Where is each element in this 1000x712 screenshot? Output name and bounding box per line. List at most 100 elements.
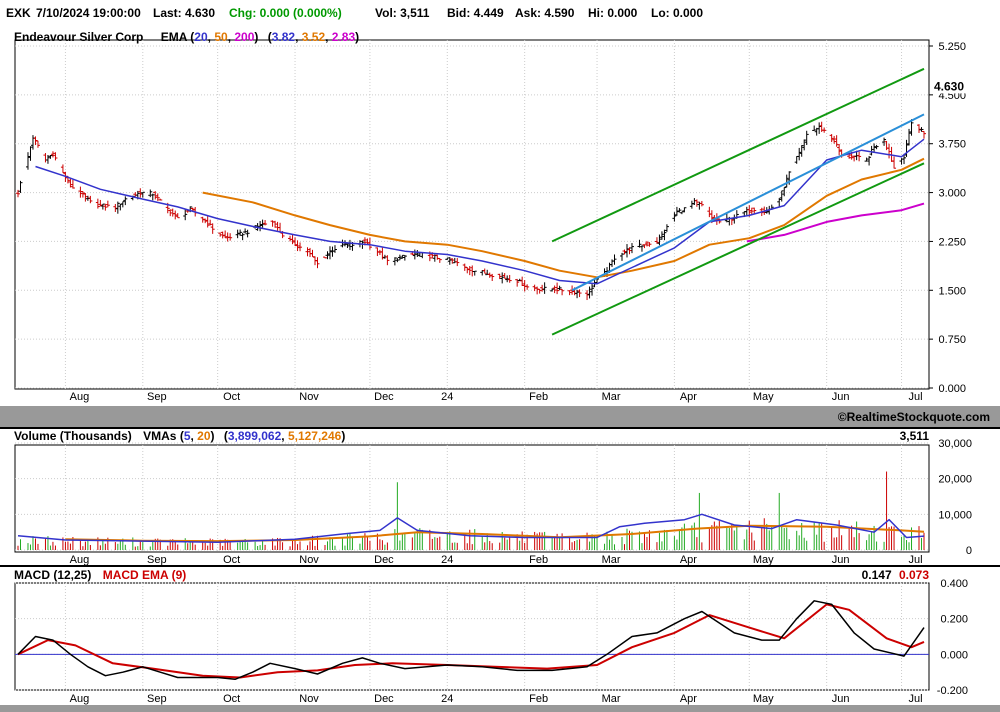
ohlc-bar <box>60 164 65 174</box>
ohlc-bar <box>465 267 470 274</box>
marks-layer <box>15 67 929 681</box>
vma-label: VMAs <box>143 429 177 443</box>
ohlc-bar <box>644 240 649 247</box>
channel-mid-trendline <box>571 113 925 292</box>
ohlc-bar <box>123 196 128 206</box>
ohlc-bar <box>315 257 320 269</box>
ema-value-20: 3.82 <box>272 30 296 44</box>
x-tick-label: Jul <box>909 554 923 566</box>
x-tick-label: Mar <box>602 554 621 566</box>
ema-period-50: 50 <box>214 30 228 44</box>
ema-20-line <box>35 138 925 285</box>
x-tick-label: Aug <box>70 693 90 705</box>
ohlc-bar <box>228 233 233 241</box>
ohlc-bar <box>203 218 208 224</box>
ohlc-bar <box>48 155 53 159</box>
ohlc-bar <box>220 231 225 239</box>
quote-symbol: EXK <box>6 6 31 20</box>
y-tick-label: 0.000 <box>938 383 966 395</box>
ohlc-bar <box>120 201 125 208</box>
ohlc-bar <box>804 130 809 145</box>
ema-value-200: 2.83 <box>332 30 356 44</box>
ohlc-bar <box>627 247 632 255</box>
vma-value-20: 5,127,246 <box>288 429 342 443</box>
x-tick-label: May <box>753 693 774 705</box>
x-tick-label: Apr <box>680 391 697 403</box>
ohlc-bar <box>654 237 659 244</box>
last-price-box <box>931 79 999 94</box>
y-tick-label: 3.750 <box>938 139 966 151</box>
ohlc-bar <box>397 254 402 261</box>
ohlc-bar <box>153 191 158 200</box>
x-tick-label: Jun <box>832 391 850 403</box>
ohlc-bar <box>98 199 103 207</box>
ohlc-bar <box>777 197 782 207</box>
ohlc-bar <box>208 219 213 226</box>
ohlc-bar <box>45 154 50 164</box>
separator-line <box>0 427 1000 429</box>
ohlc-bar <box>567 290 572 296</box>
ohlc-bar <box>657 234 662 246</box>
comma: , <box>191 429 198 443</box>
price-legend: Endeavour Silver Corp EMA (20, 50, 200) … <box>14 30 359 44</box>
ohlc-bar <box>629 243 634 254</box>
ohlc-bar <box>70 179 75 189</box>
x-tick-label: 24 <box>441 693 453 705</box>
ohlc-bar <box>517 278 522 282</box>
ohlc-bar <box>882 137 887 146</box>
ohlc-bar <box>919 127 924 132</box>
channel-lower-line <box>551 162 925 336</box>
ema-period-20: 20 <box>194 30 208 44</box>
ohlc-bar <box>525 284 530 290</box>
price-title: Endeavour Silver Corp <box>14 30 143 44</box>
quote-low: Lo: 0.000 <box>651 6 704 20</box>
ema-label: EMA <box>161 30 188 44</box>
ohlc-bar <box>542 282 547 294</box>
ohlc-bar <box>557 285 562 291</box>
ohlc-bar <box>752 207 757 214</box>
ohlc-bar <box>402 255 407 261</box>
ohlc-bar <box>577 289 582 298</box>
macd-panel-frame <box>14 582 930 691</box>
ohlc-bar <box>779 190 784 202</box>
ohlc-bar <box>183 209 188 221</box>
ohlc-bar <box>622 249 627 255</box>
x-tick-label: Jul <box>909 693 923 705</box>
x-tick-label: Dec <box>374 693 394 705</box>
ohlc-bar <box>450 258 455 264</box>
ohlc-bar <box>155 193 160 201</box>
y-tick-label: 2.250 <box>938 236 966 248</box>
ohlc-bar <box>812 125 817 131</box>
macd-signal-title: MACD EMA (9) <box>103 568 187 582</box>
ohlc-bar <box>148 189 153 198</box>
x-tick-label: Sep <box>147 693 167 705</box>
ohlc-bar <box>100 203 105 210</box>
ohlc-bar <box>78 186 83 198</box>
ohlc-bar <box>585 290 590 301</box>
macd-signal-current-value: 0.073 <box>899 568 929 582</box>
ohlc-bar <box>400 254 405 259</box>
paren-open: ( <box>224 429 228 443</box>
ohlc-bar <box>784 174 789 188</box>
y-tick-label: 0 <box>966 545 972 557</box>
ohlc-bar <box>664 224 669 232</box>
vma-5-line <box>17 513 925 543</box>
ohlc-bar <box>497 273 502 280</box>
ohlc-bar <box>150 193 155 201</box>
ohlc-bar <box>620 252 624 261</box>
ohlc-bar <box>105 200 110 208</box>
y-tick-label: 10,000 <box>938 509 972 521</box>
ohlc-bar <box>679 211 684 215</box>
ohlc-bar <box>832 135 837 144</box>
paren-close: ) <box>254 30 258 44</box>
y-tick-label: 5.250 <box>938 41 966 53</box>
ohlc-bar <box>290 234 295 245</box>
x-tick-label: Feb <box>529 693 548 705</box>
macd-values: 0.147 0.073 <box>862 568 930 582</box>
ohlc-bar <box>238 229 243 236</box>
ohlc-bar <box>699 200 704 207</box>
macd-title: MACD (12,25) <box>14 568 91 582</box>
x-tick-label: Nov <box>299 391 319 403</box>
ohlc-bar <box>367 237 372 250</box>
volume-legend: Volume (Thousands) VMAs (5, 20) (3,899,0… <box>14 429 345 443</box>
